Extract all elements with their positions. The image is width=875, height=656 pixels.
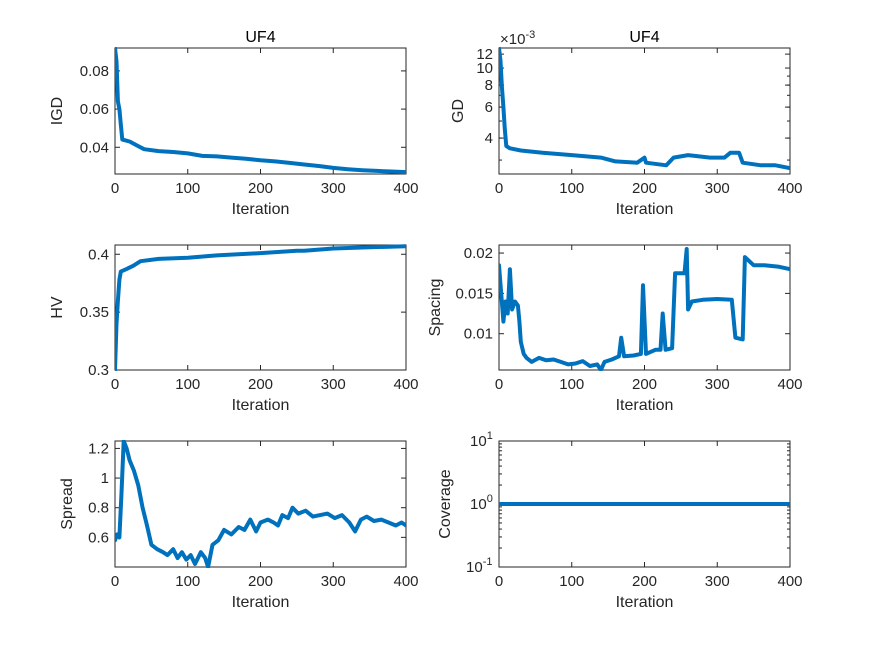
y-tick-label: 101 <box>470 430 493 450</box>
y-tick-label: 10 <box>476 60 493 77</box>
x-tick-label: 300 <box>705 376 730 393</box>
x-tick-label: 300 <box>321 376 346 393</box>
y-tick-label: 0.8 <box>88 500 109 517</box>
y-tick-label: 1 <box>101 470 109 487</box>
series-line-gd <box>499 47 790 171</box>
y-tick-label: 0.6 <box>88 529 109 546</box>
series-line-hv <box>115 244 406 371</box>
x-tick-label: 0 <box>495 573 503 590</box>
x-axis-label: Iteration <box>232 397 290 414</box>
y-tick-label: 1.2 <box>88 440 109 457</box>
axes-box <box>498 47 791 175</box>
x-tick-label: 200 <box>248 376 273 393</box>
x-tick-label: 300 <box>321 180 346 197</box>
y-axis-label: Spacing <box>427 279 444 337</box>
x-tick-label: 400 <box>393 180 418 197</box>
x-tick-label: 200 <box>632 180 657 197</box>
y-tick-label: 4 <box>485 130 493 147</box>
x-axis-label: Iteration <box>232 594 290 611</box>
x-tick-label: 400 <box>777 573 802 590</box>
x-tick-label: 200 <box>632 376 657 393</box>
x-tick-label: 400 <box>393 376 418 393</box>
x-axis-label: Iteration <box>616 397 674 414</box>
x-tick-label: 200 <box>632 573 657 590</box>
y-tick-label: 0.01 <box>464 326 493 343</box>
subplot-coverage: 0 100 200 300 400 10-1 100 101 Iteration Coverage <box>437 430 803 611</box>
axes-box <box>114 47 407 175</box>
chart-title: UF4 <box>245 29 275 46</box>
x-tick-label: 100 <box>559 180 584 197</box>
y-tick-label: 12 <box>476 46 493 63</box>
y-tick-label: 100 <box>470 493 493 513</box>
y-axis-label: IGD <box>49 97 66 125</box>
y-tick-label: 0.4 <box>88 246 109 263</box>
subplot-spacing: 0 100 200 300 400 0.01 0.015 0.02 Iteration Spaci… <box>427 244 803 414</box>
y-tick-label: 0.08 <box>80 63 109 80</box>
series-line-igd <box>115 47 406 175</box>
subplot-hv: 0 100 200 300 400 0.3 0.35 0.4 Iteration HV <box>49 244 419 414</box>
x-tick-label: 300 <box>705 573 730 590</box>
y-axis-label: HV <box>49 296 66 319</box>
x-tick-label: 0 <box>111 376 119 393</box>
series-line-spread <box>115 440 406 568</box>
axes-box <box>114 440 407 568</box>
x-tick-label: 300 <box>705 180 730 197</box>
x-tick-label: 400 <box>777 180 802 197</box>
x-axis-label: Iteration <box>616 594 674 611</box>
y-tick-label: 0.015 <box>455 285 493 302</box>
x-tick-label: 100 <box>559 376 584 393</box>
x-tick-label: 100 <box>175 376 200 393</box>
x-tick-label: 0 <box>495 376 503 393</box>
y-tick-label: 8 <box>485 77 493 94</box>
y-exponent-label: ×10-3 <box>500 29 535 48</box>
series-line-spacing <box>499 247 790 371</box>
y-axis-label: Spread <box>59 478 76 530</box>
subplot-spread: 0 100 200 300 400 0.6 0.8 1 1.2 Iteration Spread <box>59 440 419 611</box>
x-tick-label: 0 <box>495 180 503 197</box>
x-axis-label: Iteration <box>232 201 290 218</box>
x-tick-label: 100 <box>175 573 200 590</box>
y-axis-label: GD <box>450 99 467 123</box>
x-tick-label: 100 <box>559 573 584 590</box>
axes-box <box>114 244 407 371</box>
y-tick-label: 10-1 <box>466 556 492 576</box>
y-tick-label: 0.3 <box>88 362 109 379</box>
y-tick-label: 0.02 <box>464 245 493 262</box>
y-tick-label: 6 <box>485 99 493 116</box>
x-tick-label: 400 <box>393 573 418 590</box>
subplot-igd: 0 100 200 300 400 0.04 0.06 0.08 UF4 Iteration IGD <box>49 29 419 218</box>
x-tick-label: 400 <box>777 376 802 393</box>
x-tick-label: 0 <box>111 573 119 590</box>
x-tick-label: 300 <box>321 573 346 590</box>
y-tick-label: 0.06 <box>80 101 109 118</box>
x-tick-label: 200 <box>248 180 273 197</box>
y-tick-label: 0.04 <box>80 139 109 156</box>
x-tick-label: 200 <box>248 573 273 590</box>
x-axis-label: Iteration <box>616 201 674 218</box>
y-tick-label: 0.35 <box>80 304 109 321</box>
x-tick-label: 0 <box>111 180 119 197</box>
y-axis-label: Coverage <box>437 469 454 538</box>
chart-title: UF4 <box>629 29 659 46</box>
x-tick-label: 100 <box>175 180 200 197</box>
